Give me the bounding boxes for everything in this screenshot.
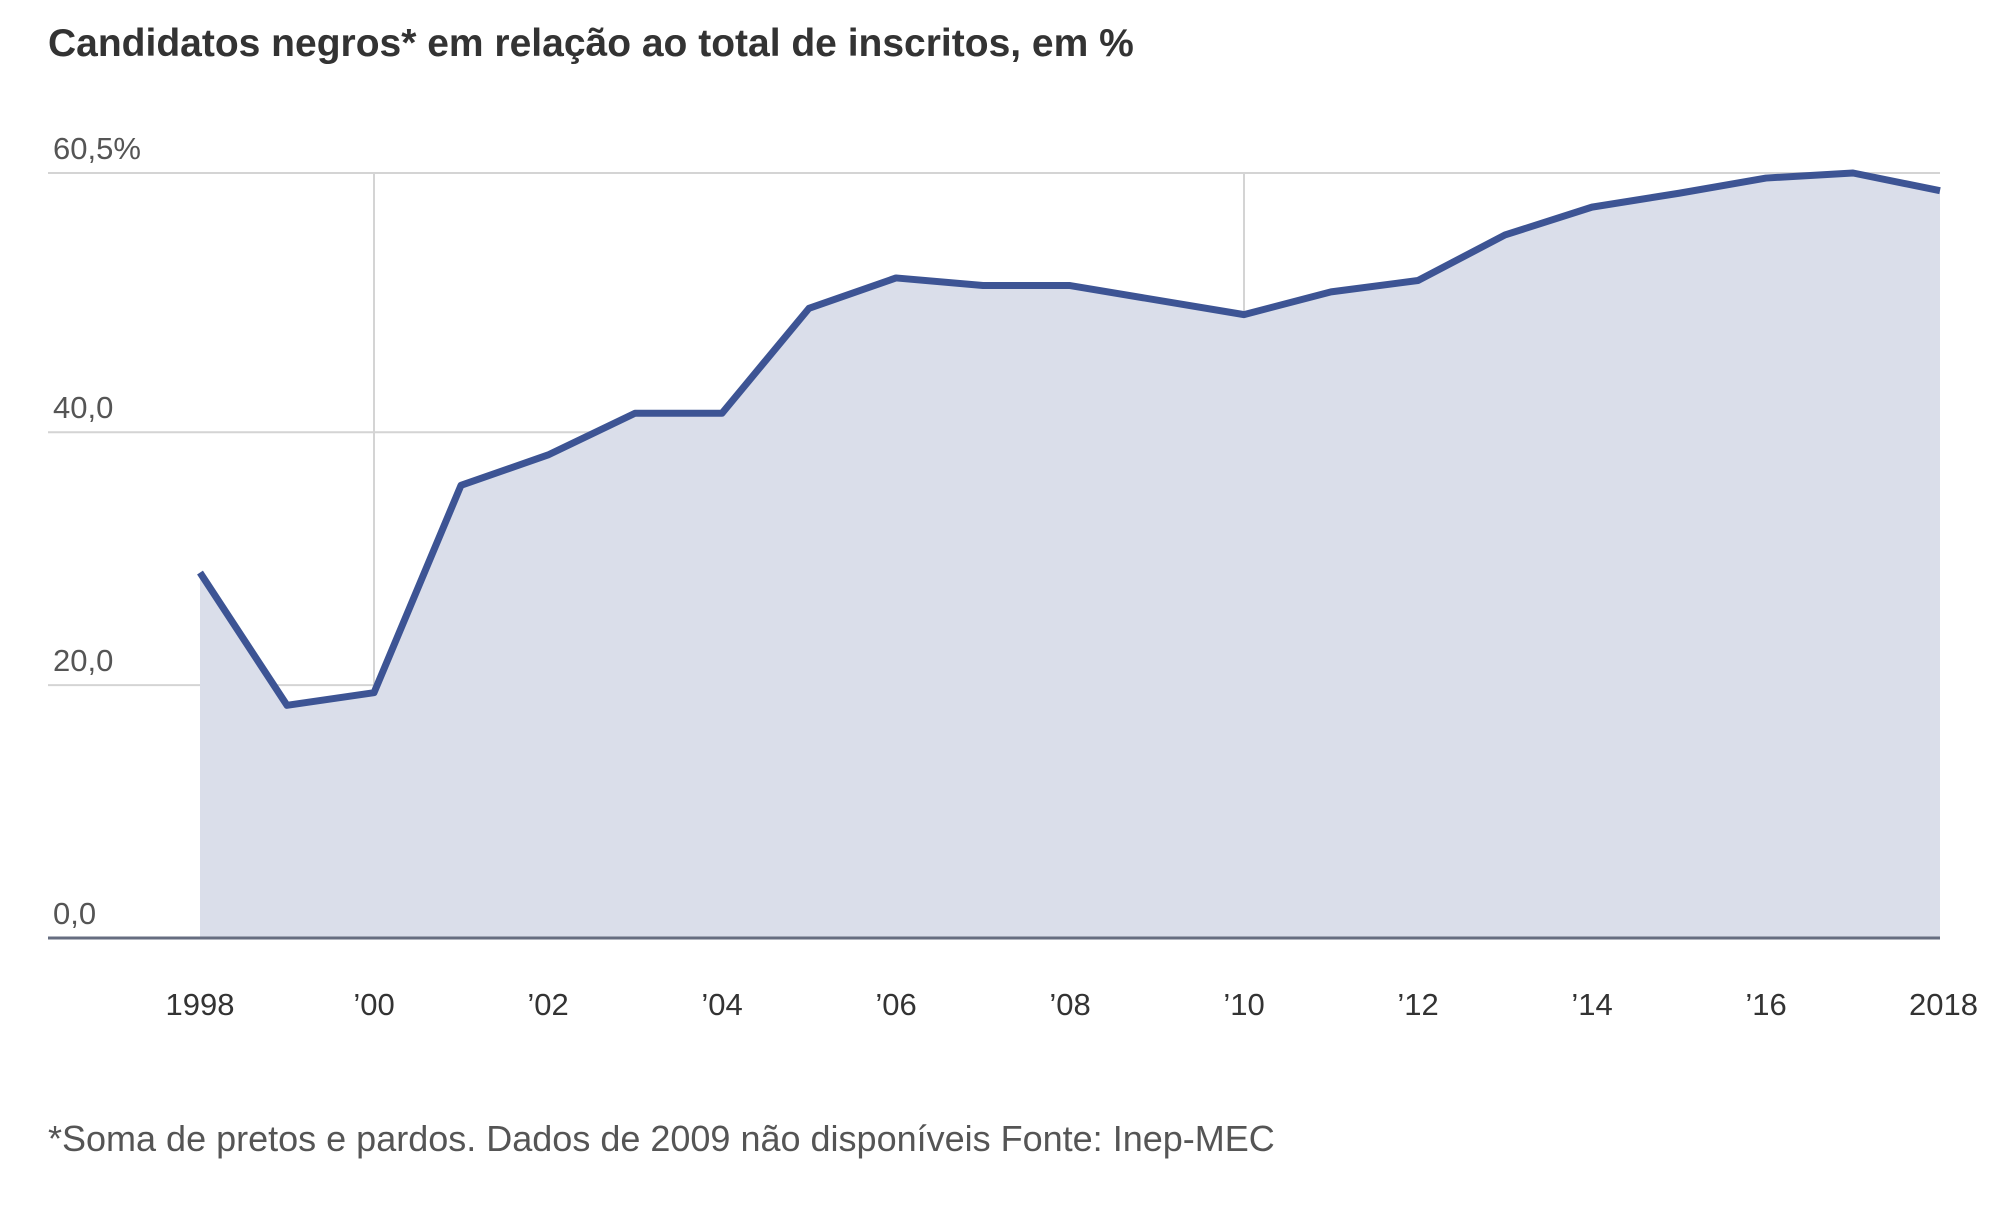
x-axis-tick-labels: 1998 ’00 ’02 ’04 ’06 ’08 ’10 ’12 ’14 ’16 2018 bbox=[166, 987, 1978, 1022]
area-fill-group bbox=[200, 173, 1940, 938]
chart-title: Candidatos negros* em relação ao total d… bbox=[48, 22, 1134, 65]
data-point-2016 bbox=[1761, 173, 1771, 183]
data-point-2013 bbox=[1500, 230, 1510, 240]
y-tick-label-3: 60,5% bbox=[53, 131, 141, 166]
data-point-2003 bbox=[630, 408, 640, 418]
series-line bbox=[197, 169, 1941, 709]
data-point-2012 bbox=[1413, 275, 1423, 285]
x-tick-label-2: ’02 bbox=[527, 987, 568, 1022]
y-tick-label-0: 0,0 bbox=[53, 896, 96, 931]
data-point-2006 bbox=[891, 273, 901, 283]
x-tick-label-4: ’06 bbox=[875, 987, 916, 1022]
x-tick-label-7: ’12 bbox=[1397, 987, 1438, 1022]
series-line-group bbox=[197, 169, 1941, 709]
data-point-2000 bbox=[369, 688, 379, 698]
x-tick-label-10: 2018 bbox=[1909, 987, 1978, 1022]
x-tick-label-6: ’10 bbox=[1223, 987, 1264, 1022]
data-point-2011 bbox=[1326, 287, 1336, 297]
data-point-2017 bbox=[1848, 168, 1858, 178]
data-point-2005 bbox=[804, 303, 814, 313]
data-point-2008 bbox=[1065, 281, 1075, 291]
data-point-2014 bbox=[1587, 202, 1597, 212]
data-point-2015 bbox=[1674, 188, 1684, 198]
data-point-2002 bbox=[543, 450, 553, 460]
x-tick-label-9: ’16 bbox=[1745, 987, 1786, 1022]
data-point-2004 bbox=[717, 408, 727, 418]
data-point-2018 bbox=[1935, 186, 1945, 196]
data-point-1999 bbox=[282, 700, 292, 710]
y-axis-tick-labels: 0,0 20,0 40,0 60,5% bbox=[53, 131, 141, 931]
x-tick-label-8: ’14 bbox=[1571, 987, 1612, 1022]
data-point-2010 bbox=[1239, 310, 1249, 320]
data-point-2007 bbox=[978, 281, 988, 291]
x-tick-label-3: ’04 bbox=[701, 987, 742, 1022]
x-tick-label-5: ’08 bbox=[1049, 987, 1090, 1022]
y-tick-label-2: 40,0 bbox=[53, 390, 113, 425]
x-tick-label-1: ’00 bbox=[353, 987, 394, 1022]
chart-footnote: *Soma de pretos e pardos. Dados de 2009 … bbox=[48, 1118, 1275, 1159]
data-point-2001 bbox=[456, 480, 466, 490]
data-point-1998 bbox=[195, 568, 205, 578]
area-fill bbox=[200, 173, 1940, 938]
y-tick-label-1: 20,0 bbox=[53, 643, 113, 678]
x-tick-label-0: 1998 bbox=[166, 987, 235, 1022]
